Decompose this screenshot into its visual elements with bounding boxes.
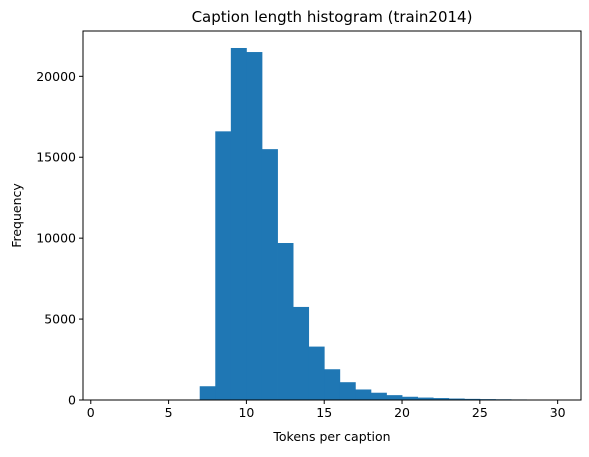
- chart-title: Caption length histogram (train2014): [192, 8, 473, 26]
- x-tick-label: 5: [165, 405, 173, 420]
- histogram-bar: [340, 382, 356, 400]
- histogram-bar: [262, 149, 278, 400]
- histogram-bar: [200, 386, 216, 400]
- histogram-bar: [371, 393, 387, 400]
- x-tick-label: 25: [472, 405, 488, 420]
- histogram-bar: [309, 347, 325, 400]
- y-tick-label: 15000: [36, 150, 76, 165]
- histogram-bar: [215, 131, 231, 400]
- histogram-bar: [324, 369, 340, 400]
- plot-frame: [83, 31, 581, 400]
- histogram-bar: [386, 395, 402, 400]
- x-tick-label: 0: [87, 405, 95, 420]
- histogram-bar: [293, 307, 309, 400]
- x-axis-ticks: 0 5 10 15 20 25 30: [87, 400, 566, 420]
- histogram-bar: [231, 48, 247, 400]
- histogram-bar: [278, 243, 294, 400]
- x-tick-label: 20: [394, 405, 410, 420]
- y-tick-label: 5000: [44, 312, 76, 327]
- x-tick-label: 15: [316, 405, 332, 420]
- histogram-bar: [246, 52, 262, 400]
- histogram-bar: [355, 389, 371, 400]
- y-axis-ticks: 0 5000 10000 15000 20000: [36, 69, 83, 408]
- y-tick-label: 0: [68, 393, 76, 408]
- y-tick-label: 10000: [36, 231, 76, 246]
- y-tick-label: 20000: [36, 69, 76, 84]
- x-axis-label: Tokens per caption: [272, 429, 390, 444]
- y-axis-label: Frequency: [9, 183, 24, 248]
- bars-layer: [200, 48, 558, 400]
- x-tick-label: 10: [238, 405, 254, 420]
- x-tick-label: 30: [550, 405, 566, 420]
